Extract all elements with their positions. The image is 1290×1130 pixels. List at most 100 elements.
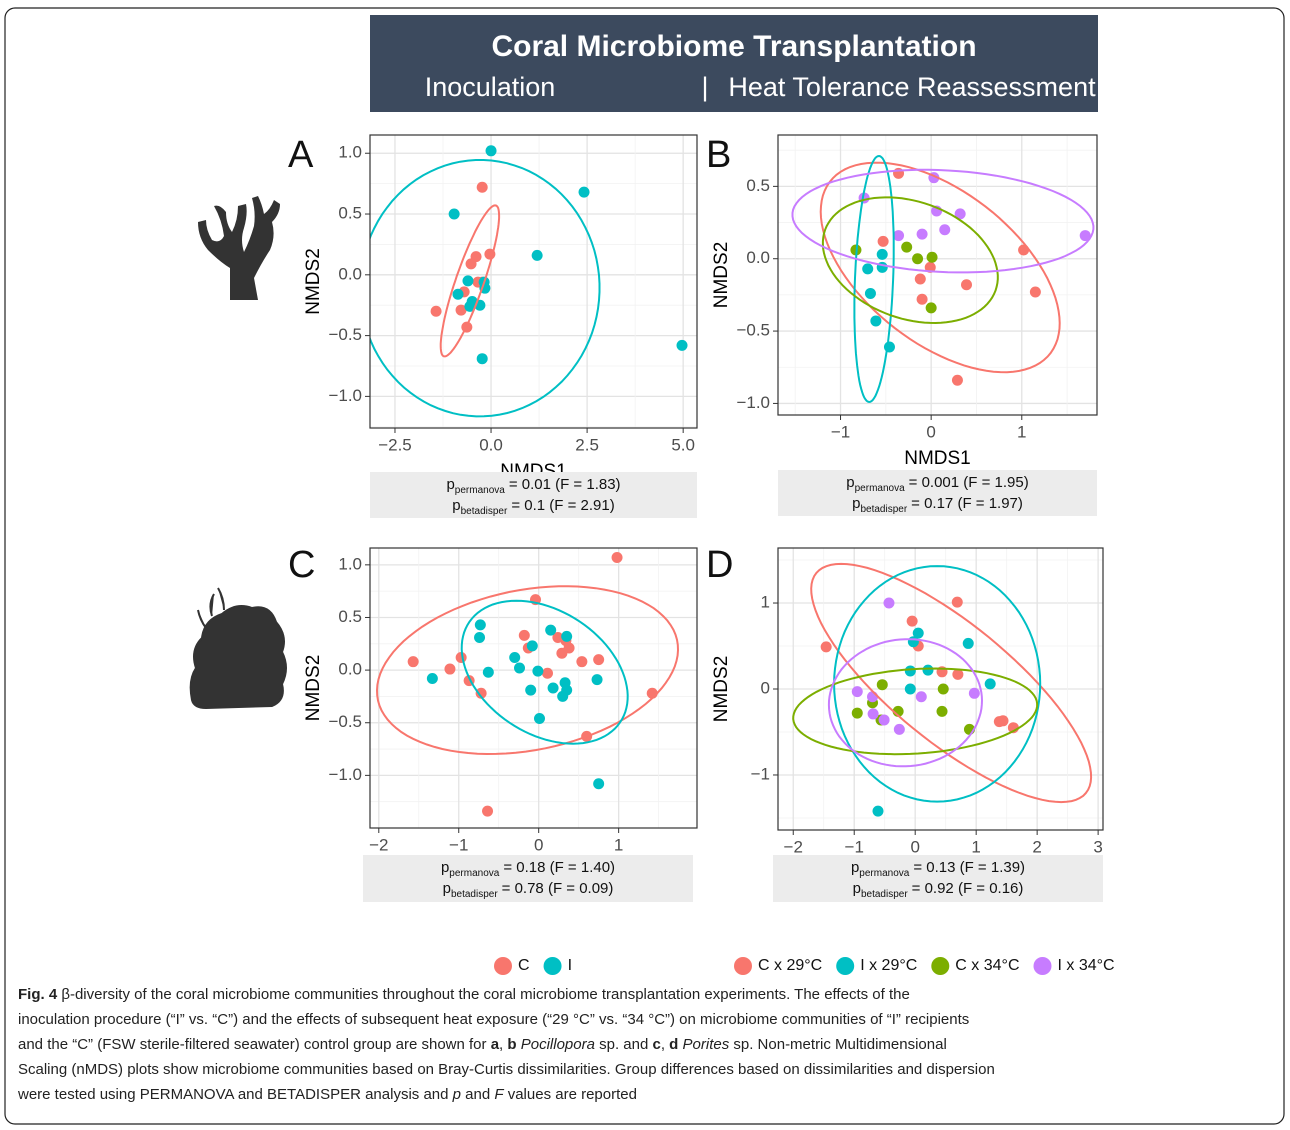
data-point — [862, 263, 874, 275]
caption-run: F — [494, 1086, 504, 1103]
figure-frame — [4, 7, 1285, 1125]
stat-text: = 0.78 (F = 0.09) — [502, 880, 614, 897]
data-point — [939, 224, 951, 236]
y-tick-label: 0.0 — [338, 660, 362, 679]
data-point — [904, 683, 916, 695]
data-point — [533, 713, 545, 725]
caption-line: Fig. 4 β-diversity of the coral microbio… — [18, 986, 910, 1003]
confidence-ellipse — [810, 562, 1093, 804]
stat-symbol: p — [446, 476, 454, 493]
y-tick-label: 0.5 — [746, 176, 770, 195]
confidence-ellipse — [375, 585, 680, 756]
caption-line: were tested using PERMANOVA and BETADISP… — [17, 1086, 637, 1103]
stats-line: ppermanova = 0.18 (F = 1.40) — [441, 859, 615, 879]
caption-run: Pocillopora — [521, 1036, 595, 1053]
data-point — [485, 145, 497, 157]
x-tick-label: 5.0 — [671, 435, 695, 454]
caption-run: p — [452, 1086, 461, 1103]
stats-line: ppermanova = 0.01 (F = 1.83) — [446, 476, 620, 496]
caption-run: inoculation procedure (“I” vs. “C”) and … — [18, 1011, 969, 1028]
stat-symbol: p — [852, 495, 860, 512]
y-tick-label: −1.0 — [736, 393, 770, 412]
plot-border — [777, 134, 1098, 416]
stat-subscript: permanova — [449, 868, 499, 879]
stat-subscript: betadisper — [451, 889, 498, 900]
data-point — [876, 248, 888, 260]
stat-text: = 0.13 (F = 1.39) — [913, 859, 1025, 876]
data-point — [462, 275, 474, 287]
data-point — [906, 615, 918, 627]
stat-symbol: p — [853, 880, 861, 897]
data-point — [820, 641, 832, 653]
stat-text: = 0.17 (F = 1.97) — [911, 495, 1023, 512]
data-point — [951, 374, 963, 386]
plot-border — [369, 134, 698, 429]
header-right: Heat Tolerance Reassessment — [728, 72, 1096, 102]
data-point — [455, 304, 467, 316]
stat-text: = 0.001 (F = 1.95) — [909, 474, 1029, 491]
data-point — [531, 249, 543, 261]
data-point — [547, 682, 559, 694]
y-tick-label: −1 — [751, 764, 770, 783]
data-point — [525, 684, 537, 696]
data-point — [576, 656, 588, 668]
data-point — [951, 596, 963, 608]
x-tick-label: 2 — [1032, 837, 1041, 856]
caption-run: β-diversity of the coral microbiome comm… — [57, 986, 910, 1003]
x-tick-label: 1 — [971, 837, 980, 856]
data-point — [962, 637, 974, 649]
data-point — [937, 683, 949, 695]
y-axis-title: NMDS2 — [303, 248, 324, 315]
data-point — [426, 673, 438, 685]
data-point — [925, 302, 937, 314]
legend-label: I — [568, 957, 572, 974]
branching-coral-icon — [198, 196, 280, 300]
data-point — [916, 293, 928, 305]
plot-layer — [792, 562, 1093, 817]
y-tick-label: −0.5 — [736, 321, 770, 340]
data-point — [593, 654, 605, 666]
y-tick-label: 0.5 — [338, 607, 362, 626]
panel-letter: C — [288, 544, 315, 586]
plot-layer — [791, 154, 1095, 404]
data-point — [509, 651, 521, 663]
stat-text: = 0.92 (F = 0.16) — [912, 880, 1024, 897]
data-point — [872, 805, 884, 817]
data-point — [464, 300, 476, 312]
y-tick-label: −0.5 — [328, 325, 362, 344]
y-axis-title: NMDS2 — [303, 655, 324, 722]
data-point — [922, 664, 934, 676]
panel-letter: D — [706, 544, 733, 586]
data-point — [475, 687, 487, 699]
data-point — [532, 665, 544, 677]
data-point — [556, 647, 568, 659]
stat-subscript: permanova — [855, 483, 905, 494]
stats-box — [370, 472, 697, 518]
y-tick-label: 0.0 — [338, 264, 362, 283]
confidence-ellipse — [791, 168, 1095, 274]
confidence-ellipse — [853, 154, 895, 404]
data-point — [448, 208, 460, 220]
caption-run: and — [461, 1086, 494, 1103]
data-point — [851, 686, 863, 698]
data-point — [407, 656, 419, 668]
x-tick-label: 2.5 — [575, 435, 599, 454]
x-tick-label: 1 — [1017, 422, 1026, 441]
stat-symbol: p — [452, 497, 460, 514]
caption-run: d — [669, 1036, 678, 1053]
x-tick-label: 3 — [1093, 837, 1102, 856]
y-tick-label: 0.5 — [338, 204, 362, 223]
data-point — [952, 668, 964, 680]
caption-run: , — [499, 1036, 507, 1053]
data-point — [474, 619, 486, 631]
confidence-ellipse — [827, 638, 984, 768]
data-point — [676, 339, 688, 351]
caption-line: and the “C” (FSW sterile-filtered seawat… — [18, 1036, 947, 1053]
y-tick-label: 0 — [761, 678, 770, 697]
plot-border — [777, 547, 1104, 831]
data-point — [476, 181, 488, 193]
legend-label: C x 29°C — [758, 957, 822, 974]
caption-run: Fig. 4 — [18, 986, 58, 1003]
data-point — [518, 629, 530, 641]
data-point — [1029, 286, 1041, 298]
